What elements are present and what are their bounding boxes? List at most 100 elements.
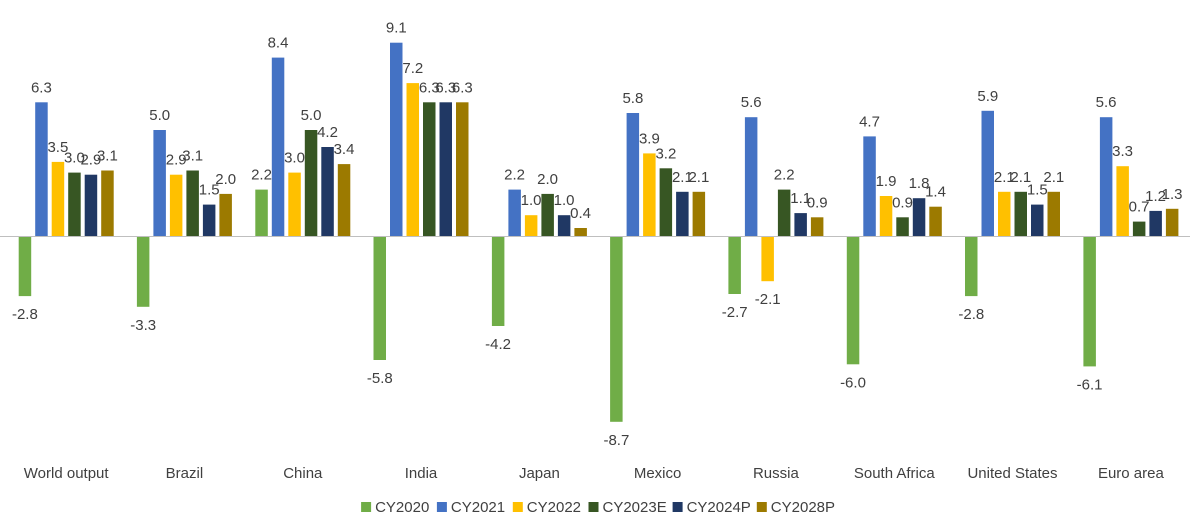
data-label-brazil-cy2020: -3.3 [130, 317, 156, 334]
bar-russia-cy2021 [744, 117, 758, 237]
data-label-united-states-cy2028p: 2.1 [1043, 169, 1064, 186]
data-label-india-cy2024p: 6.3 [435, 79, 456, 96]
bar-india-cy2024p [439, 102, 452, 237]
category-label-euro-area: Euro area [1098, 465, 1165, 482]
category-label-world-output: World output [24, 465, 110, 482]
bar-euro-area-cy2022 [1116, 166, 1129, 237]
legend-swatch-cy2021 [436, 502, 447, 512]
bar-world-output-cy2021 [35, 102, 48, 237]
bar-china-cy2023e [304, 130, 318, 237]
data-label-mexico-cy2022: 3.9 [639, 130, 660, 147]
bar-russia-cy2020 [728, 236, 741, 294]
bar-china-cy2022 [288, 172, 301, 237]
data-label-euro-area-cy2021: 5.6 [1096, 94, 1117, 111]
data-label-united-states-cy2023e: 2.1 [1010, 169, 1031, 186]
legend-label-cy2028p: CY2028P [771, 499, 835, 516]
bar-united-states-cy2021 [981, 110, 994, 237]
bar-mexico-cy2022 [643, 153, 656, 237]
data-label-japan-cy2022: 1.0 [521, 192, 542, 209]
bar-united-states-cy2023e [1014, 191, 1027, 237]
data-label-china-cy2023e: 5.0 [301, 107, 322, 124]
bar-euro-area-cy2020 [1083, 236, 1096, 367]
bar-brazil-cy2020 [136, 236, 150, 307]
legend-label-cy2024p: CY2024P [687, 499, 751, 516]
data-label-world-output-cy2024p: 2.9 [80, 152, 101, 169]
data-label-japan-cy2028p: 0.4 [570, 205, 591, 222]
bar-euro-area-cy2023e [1132, 221, 1146, 237]
bar-united-states-cy2028p [1047, 191, 1060, 237]
bar-world-output-cy2024p [84, 174, 98, 237]
bar-mexico-cy2021 [626, 113, 640, 237]
bar-world-output-cy2023e [68, 172, 81, 237]
data-label-japan-cy2021: 2.2 [504, 167, 525, 184]
bar-japan-cy2020 [491, 236, 505, 326]
bar-brazil-cy2022 [169, 174, 183, 237]
data-label-brazil-cy2028p: 2.0 [215, 171, 236, 188]
bar-brazil-cy2028p [219, 193, 232, 237]
legend: CY2020 CY2021 CY2022 CY2023E CY2024P CY2028P [361, 499, 835, 516]
category-label-japan: Japan [519, 465, 560, 482]
bar-mexico-cy2028p [692, 191, 706, 237]
data-label-china-cy2021: 8.4 [268, 35, 289, 52]
bar-china-cy2028p [337, 164, 351, 237]
data-label-china-cy2022: 3.0 [284, 150, 305, 167]
legend-swatch-cy2020 [361, 502, 372, 512]
legend-label-cy2021: CY2021 [451, 499, 505, 516]
bar-japan-cy2023e [541, 193, 554, 237]
data-label-south-africa-cy2020: -6.0 [840, 374, 866, 391]
bar-euro-area-cy2024p [1149, 210, 1162, 237]
bar-mexico-cy2020 [610, 236, 623, 422]
category-label-china: China [283, 465, 323, 482]
bars-layer [18, 42, 1179, 422]
data-label-euro-area-cy2022: 3.3 [1112, 143, 1133, 160]
data-label-mexico-cy2028p: 2.1 [688, 169, 709, 186]
bar-euro-area-cy2028p [1165, 208, 1179, 237]
bar-russia-cy2024p [794, 213, 807, 237]
bar-south-africa-cy2020 [846, 236, 860, 365]
bar-india-cy2020 [373, 236, 386, 360]
data-label-mexico-cy2021: 5.8 [622, 90, 643, 107]
bar-brazil-cy2024p [202, 204, 216, 237]
data-label-south-africa-cy2024p: 1.8 [909, 175, 930, 192]
bar-japan-cy2021 [508, 189, 521, 237]
category-label-united-states: United States [967, 465, 1057, 482]
bar-world-output-cy2020 [18, 236, 32, 297]
bar-world-output-cy2028p [101, 170, 114, 237]
bar-united-states-cy2024p [1031, 204, 1044, 237]
bar-south-africa-cy2021 [863, 136, 876, 237]
bar-japan-cy2024p [557, 215, 571, 237]
bar-united-states-cy2022 [998, 191, 1011, 237]
data-label-russia-cy2024p: 1.1 [790, 190, 811, 207]
data-labels-layer: -2.86.33.53.02.93.1-3.35.02.93.11.52.0 2.… [12, 20, 1183, 449]
data-label-brazil-cy2024p: 1.5 [199, 182, 220, 199]
bar-brazil-cy2023e [186, 170, 199, 237]
data-label-india-cy2023e: 6.3 [419, 79, 440, 96]
data-label-united-states-cy2024p: 1.5 [1027, 182, 1048, 199]
data-label-euro-area-cy2020: -6.1 [1077, 376, 1103, 393]
legend-swatch-cy2023e [588, 502, 599, 512]
data-label-mexico-cy2023e: 3.2 [655, 145, 676, 162]
data-label-euro-area-cy2024p: 1.2 [1145, 188, 1166, 205]
bar-euro-area-cy2021 [1099, 117, 1113, 237]
legend-swatch-cy2028p [756, 502, 767, 512]
data-label-brazil-cy2023e: 3.1 [182, 148, 203, 165]
data-label-japan-cy2023e: 2.0 [537, 171, 558, 188]
bar-china-cy2020 [255, 189, 268, 237]
bar-united-states-cy2020 [965, 236, 978, 297]
data-label-india-cy2020: -5.8 [367, 370, 393, 387]
data-label-russia-cy2021: 5.6 [741, 94, 762, 111]
legend-swatch-cy2022 [512, 502, 523, 512]
bar-india-cy2023e [423, 102, 436, 237]
data-label-china-cy2024p: 4.2 [317, 124, 338, 141]
data-label-united-states-cy2021: 5.9 [977, 88, 998, 105]
data-label-india-cy2028p: 6.3 [452, 79, 473, 96]
legend-label-cy2022: CY2022 [527, 499, 581, 516]
bar-south-africa-cy2023e [896, 217, 909, 237]
data-label-mexico-cy2024p: 2.1 [672, 169, 693, 186]
data-label-india-cy2021: 9.1 [386, 20, 407, 37]
data-label-japan-cy2024p: 1.0 [554, 192, 575, 209]
data-label-russia-cy2022: -2.1 [755, 291, 781, 308]
data-label-japan-cy2020: -4.2 [485, 336, 511, 353]
category-label-mexico: Mexico [634, 465, 682, 482]
